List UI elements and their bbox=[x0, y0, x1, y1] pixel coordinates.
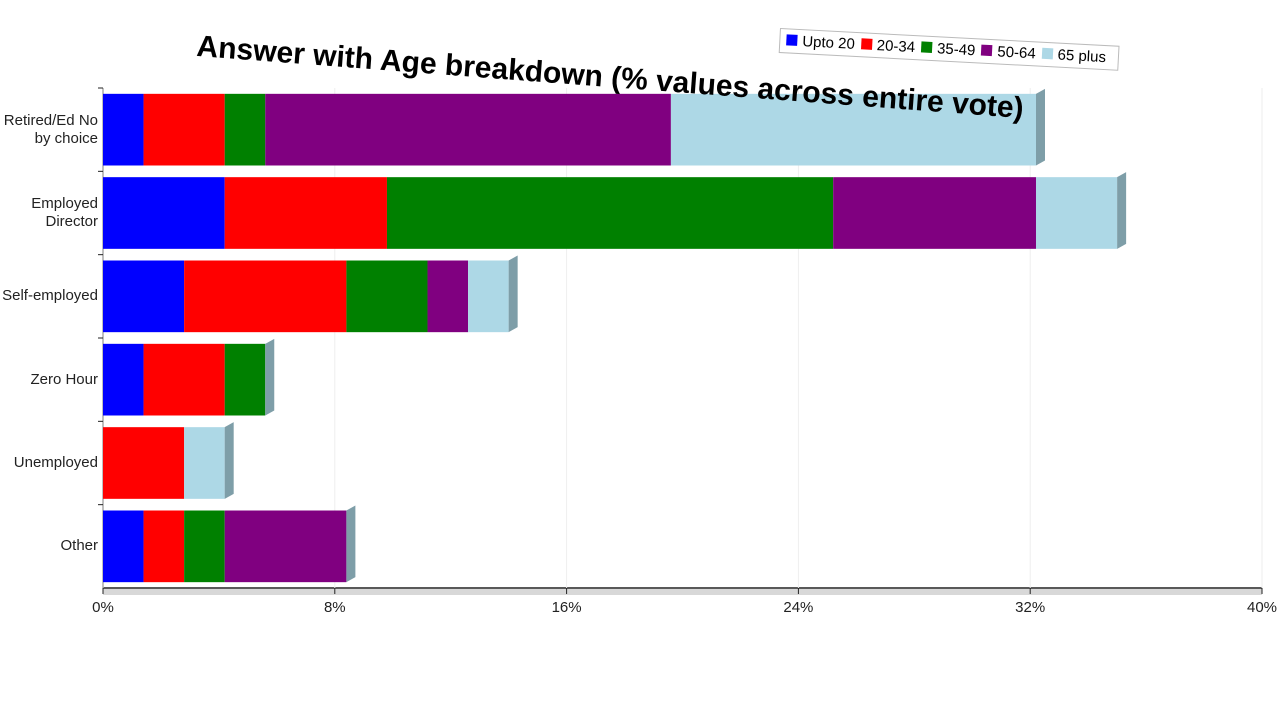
bar-segment bbox=[427, 260, 469, 333]
legend-item: 20-34 bbox=[860, 36, 916, 57]
legend-item: 65 plus bbox=[1041, 46, 1106, 66]
bar-side bbox=[224, 422, 234, 499]
y-tick-label: Retired/Ed No by choice bbox=[3, 111, 98, 147]
y-tick-label: Employed Director bbox=[31, 195, 98, 230]
bar-segment bbox=[184, 427, 225, 499]
legend-label: Upto 20 bbox=[801, 33, 856, 53]
bar-segment bbox=[184, 260, 347, 333]
bar-segment bbox=[103, 427, 185, 499]
bar-segment bbox=[103, 93, 144, 166]
bar-segment bbox=[224, 93, 266, 166]
legend-swatch bbox=[981, 44, 993, 57]
legend-label: 50-64 bbox=[996, 43, 1037, 63]
legend-swatch bbox=[1041, 47, 1053, 60]
bar-side bbox=[346, 505, 356, 583]
legend-label: 65 plus bbox=[1057, 46, 1107, 67]
bar-segment bbox=[103, 260, 185, 333]
bar-segment bbox=[224, 510, 347, 583]
bar-segment bbox=[1035, 177, 1118, 249]
bar-segment bbox=[103, 343, 144, 416]
bar-segment bbox=[833, 177, 1036, 249]
bar-segment bbox=[346, 260, 428, 333]
legend-item: 50-64 bbox=[981, 43, 1037, 63]
bar-segment bbox=[143, 343, 225, 416]
bar-segment bbox=[468, 260, 509, 333]
bar-segment bbox=[224, 343, 266, 416]
legend-item: 35-49 bbox=[920, 39, 976, 60]
bar-side bbox=[508, 255, 518, 333]
bar-segment bbox=[143, 510, 185, 583]
y-tick-label: Unemployed bbox=[13, 454, 98, 471]
x-tick-label: 32% bbox=[1015, 599, 1045, 616]
legend-label: 35-49 bbox=[936, 40, 976, 60]
x-tick-label: 24% bbox=[783, 599, 813, 616]
legend-swatch bbox=[860, 38, 873, 50]
legend-swatch bbox=[920, 41, 933, 53]
bar-segment bbox=[265, 93, 671, 166]
bar-segment bbox=[224, 177, 387, 249]
y-tick-label: Other bbox=[60, 537, 98, 555]
legend-label: 20-34 bbox=[876, 37, 916, 57]
floor bbox=[103, 589, 1262, 595]
x-tick-label: 16% bbox=[552, 599, 582, 616]
legend-swatch bbox=[786, 34, 798, 46]
bar-segment bbox=[143, 93, 225, 166]
x-tick-label: 40% bbox=[1247, 599, 1277, 616]
bar-segment bbox=[386, 177, 834, 249]
bar-side bbox=[1117, 172, 1127, 249]
bar-segment bbox=[670, 93, 1036, 166]
bar-side bbox=[265, 338, 275, 416]
bar-segment bbox=[103, 177, 225, 249]
y-tick-label: Self-employed bbox=[2, 287, 98, 305]
bar-segment bbox=[184, 510, 225, 583]
x-tick-label: 0% bbox=[92, 599, 114, 616]
legend-item: Upto 20 bbox=[786, 32, 855, 53]
bar-segment bbox=[103, 510, 144, 583]
y-tick-label: Zero Hour bbox=[30, 370, 98, 388]
x-tick-label: 8% bbox=[324, 599, 346, 616]
bar-side bbox=[1035, 88, 1045, 166]
